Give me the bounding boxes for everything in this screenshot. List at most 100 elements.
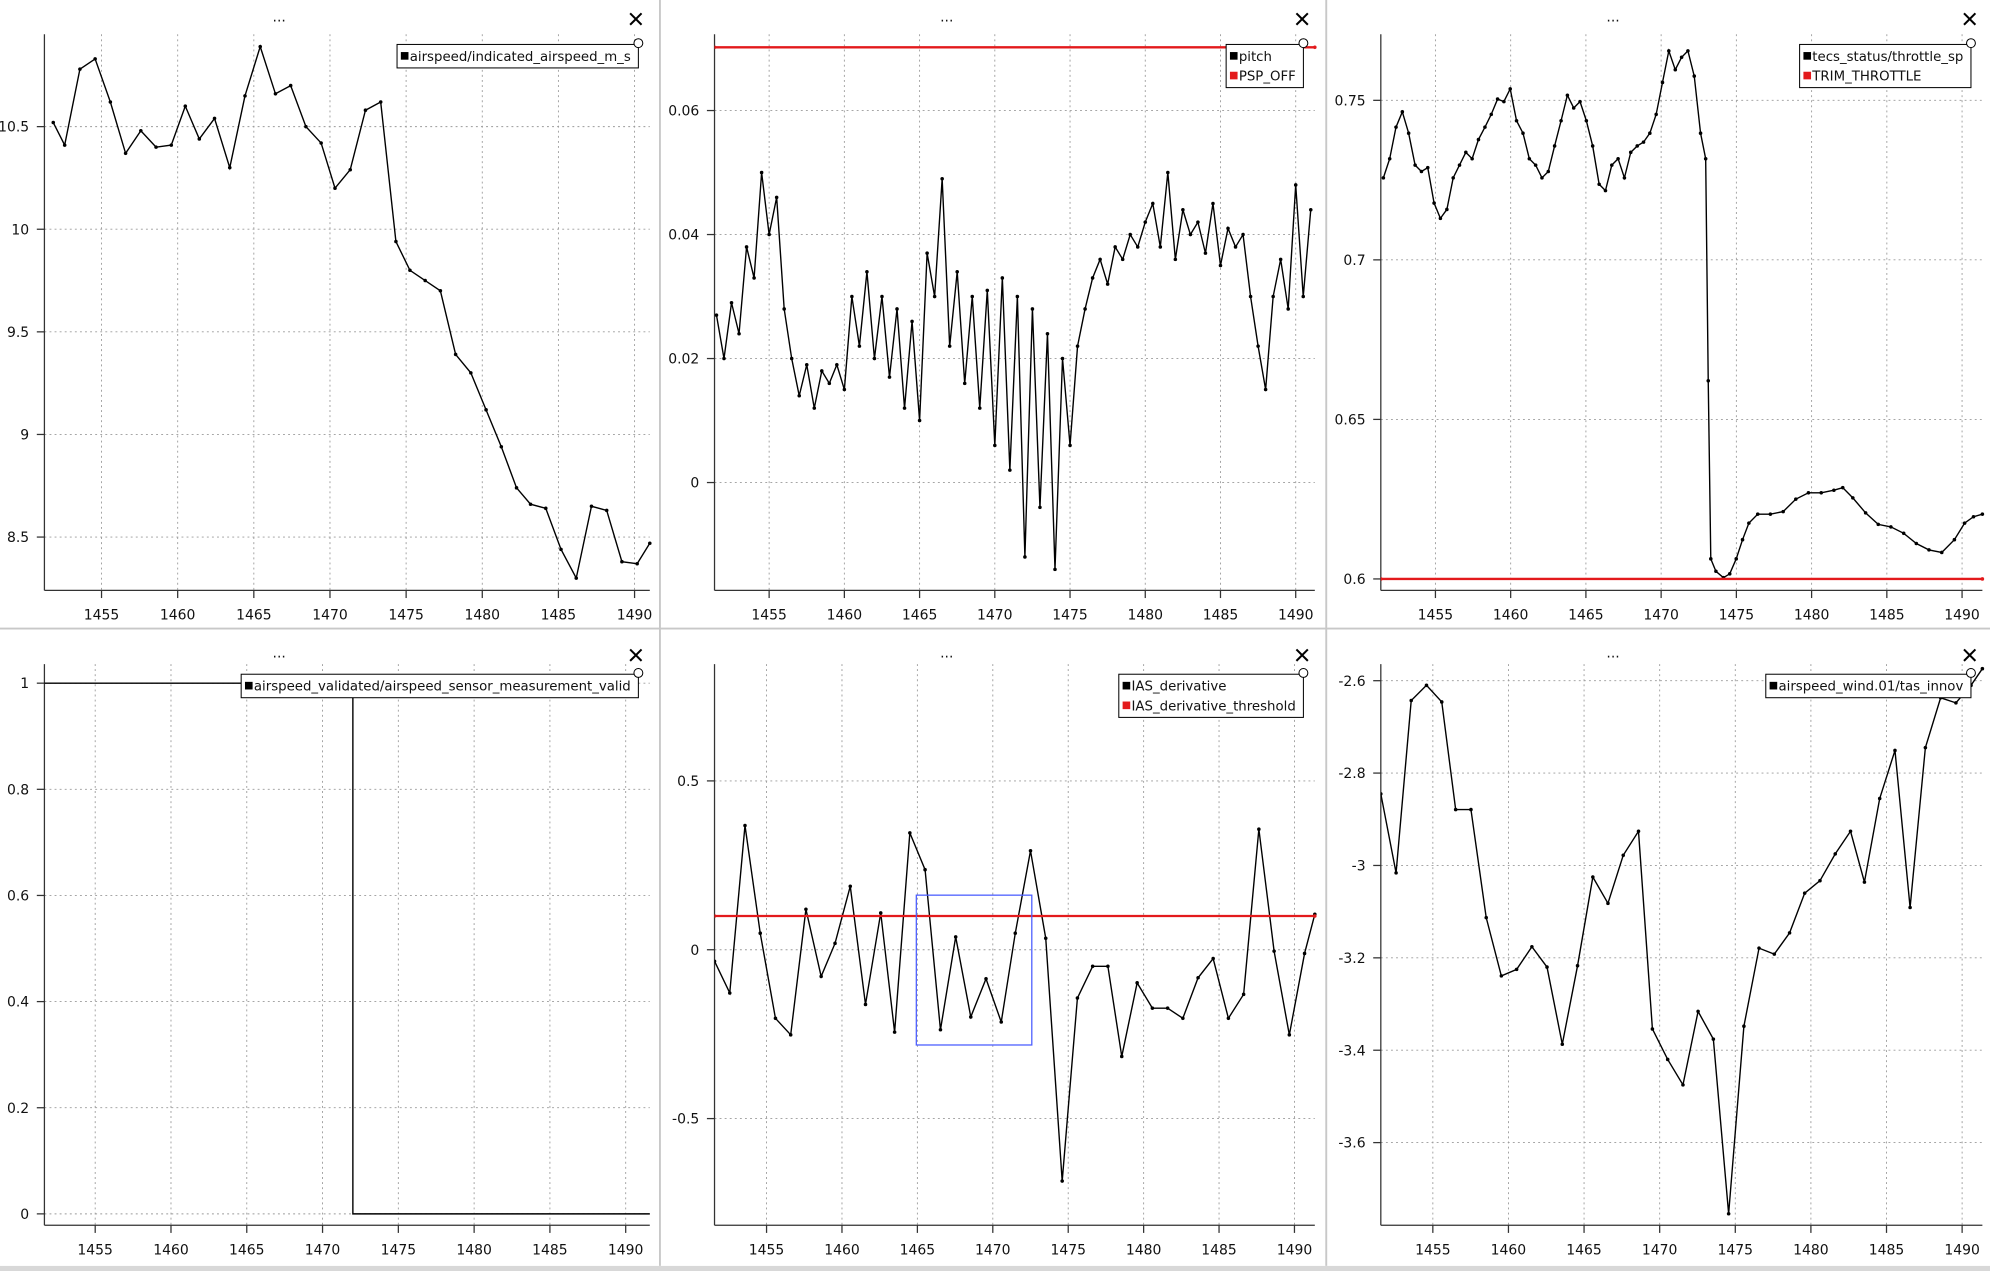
legend-handle[interactable] xyxy=(1966,668,1976,678)
data-point xyxy=(1394,125,1398,129)
data-point xyxy=(394,239,398,244)
legend-handle[interactable] xyxy=(633,668,644,678)
close-button[interactable] xyxy=(629,12,643,26)
data-point xyxy=(962,381,967,386)
data-point xyxy=(1151,201,1155,206)
data-point xyxy=(932,294,937,299)
data-point xyxy=(835,362,839,367)
data-point xyxy=(1508,87,1512,91)
data-point xyxy=(1301,294,1306,299)
legend-label[interactable]: pitch xyxy=(1239,50,1272,65)
data-point xyxy=(1747,521,1751,525)
legend-box xyxy=(1225,43,1304,89)
data-point xyxy=(1711,1037,1716,1041)
data-point xyxy=(1877,796,1882,801)
data-point xyxy=(1173,257,1178,262)
data-point xyxy=(423,278,427,283)
data-point xyxy=(169,143,174,147)
data-point xyxy=(788,1033,793,1037)
data-point xyxy=(1591,875,1595,879)
close-icon xyxy=(1963,12,1977,26)
legend-label[interactable]: IAS_derivative_threshold xyxy=(1131,699,1295,714)
data-point xyxy=(819,974,823,979)
y-tick-label: 0.4 xyxy=(7,995,29,1011)
data-point xyxy=(1635,144,1639,148)
data-point xyxy=(589,504,594,509)
zoom-selection[interactable] xyxy=(915,894,1033,1046)
legend-label[interactable]: TRIM_THROTTLE xyxy=(1811,70,1921,85)
panel-title: ... xyxy=(273,10,286,26)
legend-handle[interactable] xyxy=(633,38,644,49)
data-point xyxy=(1287,1033,1292,1037)
data-point xyxy=(1233,245,1238,249)
data-point xyxy=(1727,572,1732,576)
data-point xyxy=(880,294,884,299)
legend-label[interactable]: airspeed/indicated_airspeed_m_s xyxy=(410,50,631,65)
legend-handle[interactable] xyxy=(1298,38,1309,49)
close-icon xyxy=(629,648,643,662)
close-button[interactable] xyxy=(1963,648,1977,662)
legend-swatch xyxy=(1803,52,1812,60)
data-point xyxy=(348,167,353,172)
data-point xyxy=(804,362,809,367)
data-point xyxy=(1660,80,1665,85)
data-point xyxy=(1686,49,1690,53)
data-point xyxy=(1533,163,1538,167)
data-point xyxy=(212,116,217,121)
data-point xyxy=(910,319,914,324)
x-tick-label: 1460 xyxy=(1493,608,1529,624)
close-button[interactable] xyxy=(1295,12,1309,26)
data-point xyxy=(1962,521,1967,525)
data-point xyxy=(378,100,383,104)
data-point xyxy=(1616,156,1620,161)
y-tick-label: 9.5 xyxy=(7,325,29,341)
data-point xyxy=(528,502,533,507)
data-point xyxy=(714,959,717,964)
data-point xyxy=(183,104,188,108)
legend-label[interactable]: airspeed_validated/airspeed_sensor_measu… xyxy=(254,680,631,695)
x-tick-label: 1475 xyxy=(1718,1242,1754,1258)
legend-label[interactable]: tecs_status/throttle_sp xyxy=(1812,50,1963,65)
data-point xyxy=(892,1030,897,1034)
y-tick-label: -0.5 xyxy=(672,1112,699,1128)
data-point xyxy=(993,443,997,448)
y-tick-label: -3 xyxy=(1352,859,1366,875)
data-point xyxy=(1696,1009,1700,1014)
y-tick-label: 0.06 xyxy=(668,104,699,120)
legend-label[interactable]: airspeed_wind.01/tas_innov xyxy=(1778,680,1963,695)
data-point xyxy=(1901,531,1906,536)
data-point xyxy=(1023,555,1027,559)
data-point xyxy=(1413,163,1417,167)
data-point xyxy=(1113,245,1117,249)
x-tick-label: 1470 xyxy=(975,1242,1011,1258)
legend-handle[interactable] xyxy=(1298,668,1309,678)
data-point xyxy=(469,371,473,375)
legend-label[interactable]: PSP_OFF xyxy=(1239,70,1296,85)
legend-handle[interactable] xyxy=(1966,38,1976,49)
data-point xyxy=(363,108,368,112)
close-button[interactable] xyxy=(1295,648,1309,662)
y-tick-label: 0.04 xyxy=(668,228,699,244)
data-point xyxy=(1128,232,1132,237)
data-point xyxy=(1862,880,1867,884)
data-point xyxy=(1575,963,1580,968)
legend-label[interactable]: IAS_derivative xyxy=(1131,680,1226,695)
close-button[interactable] xyxy=(629,648,643,662)
data-point xyxy=(1914,541,1919,546)
data-point xyxy=(1060,1179,1064,1183)
y-tick-label: -2.8 xyxy=(1338,766,1365,782)
data-point xyxy=(1755,512,1760,516)
data-point xyxy=(925,251,929,255)
x-tick-label: 1485 xyxy=(1869,1242,1905,1258)
legend-box xyxy=(240,673,639,699)
x-tick-label: 1460 xyxy=(824,1242,860,1258)
data-point xyxy=(1757,946,1761,950)
data-point xyxy=(1552,144,1557,148)
data-point xyxy=(1545,965,1549,969)
x-tick-label: 1465 xyxy=(236,608,272,624)
x-tick-label: 1490 xyxy=(1278,608,1314,624)
data-point xyxy=(812,406,817,410)
data-point xyxy=(1584,118,1589,123)
close-button[interactable] xyxy=(1963,12,1977,26)
data-point xyxy=(999,1020,1004,1024)
